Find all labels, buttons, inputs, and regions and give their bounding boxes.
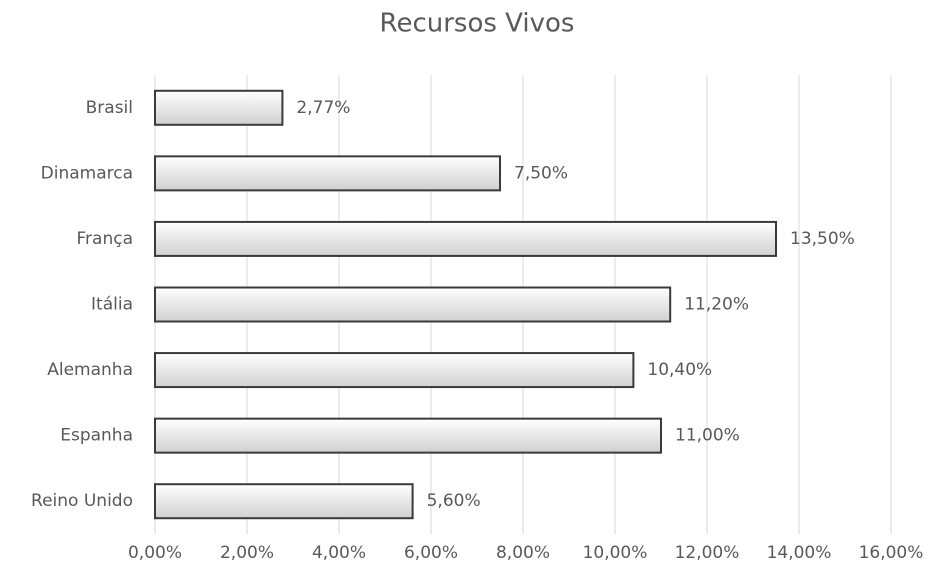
y-tick-label: França (77, 229, 134, 249)
data-label: 5,60% (427, 491, 481, 511)
y-tick-label: Reino Unido (31, 491, 133, 511)
x-tick-label: 14,00% (767, 543, 832, 563)
bar (154, 417, 662, 454)
x-tick-label: 6,00% (404, 543, 458, 563)
y-tick-label: Dinamarca (41, 163, 133, 183)
x-tick-label: 0,00% (128, 543, 182, 563)
x-tick-label: 8,00% (496, 543, 550, 563)
x-tick-label: 16,00% (859, 543, 924, 563)
x-tick-label: 10,00% (583, 543, 648, 563)
bar (154, 352, 635, 389)
y-tick-label: Itália (91, 295, 133, 315)
y-tick-label: Espanha (60, 426, 133, 446)
data-label: 11,20% (684, 295, 749, 315)
data-label: 7,50% (514, 163, 568, 183)
bar (154, 286, 672, 323)
x-tick-label: 2,00% (220, 543, 274, 563)
x-tick-label: 4,00% (312, 543, 366, 563)
data-label: 10,40% (647, 360, 712, 380)
x-tick-label: 12,00% (675, 543, 740, 563)
bar (154, 220, 777, 257)
bar (154, 89, 284, 126)
data-label: 13,50% (790, 229, 855, 249)
y-tick-label: Alemanha (47, 360, 133, 380)
bar (154, 155, 501, 192)
data-label: 11,00% (675, 426, 740, 446)
chart-title: Recursos Vivos (380, 9, 575, 39)
y-tick-label: Brasil (86, 98, 133, 118)
data-label: 2,77% (296, 98, 350, 118)
bar (154, 483, 414, 520)
